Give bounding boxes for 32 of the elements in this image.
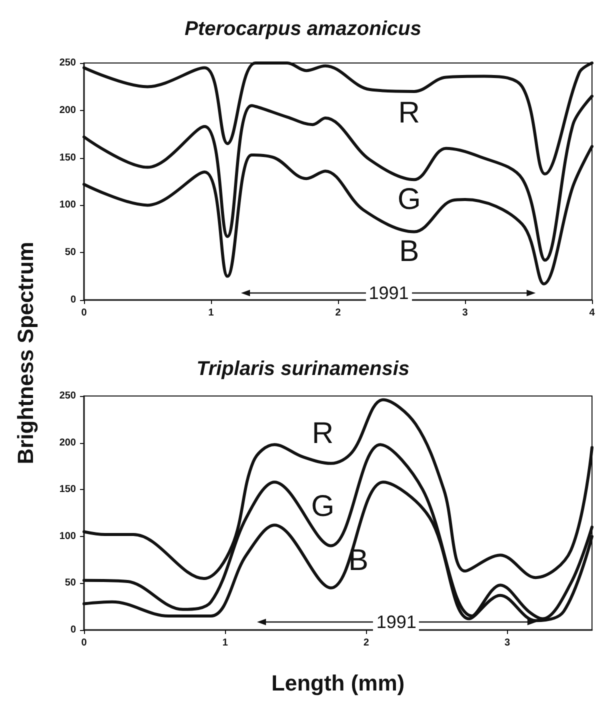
x-tick-label: 0 xyxy=(81,308,88,318)
y-tick-label: 250 xyxy=(59,390,76,402)
x-tick-label: 3 xyxy=(504,638,511,648)
x-tick-label: 1 xyxy=(208,308,214,318)
x-tick-label: 1 xyxy=(222,638,228,648)
annotation: 1991 xyxy=(366,282,412,303)
series-label: B xyxy=(399,235,420,268)
series-label: G xyxy=(311,490,334,524)
x-tick-label: 2 xyxy=(363,638,370,648)
x-tick-label: 0 xyxy=(81,638,88,648)
annotation: 1991 xyxy=(373,612,420,632)
y-tick-label: 100 xyxy=(59,200,76,211)
y-tick-label: 250 xyxy=(59,58,76,68)
series-label: R xyxy=(312,416,334,450)
series-label: G xyxy=(397,182,421,216)
x-tick-label: 4 xyxy=(589,308,596,318)
y-tick-label: 50 xyxy=(64,578,76,589)
y-tick-label: 0 xyxy=(70,294,76,306)
y-tick-label: 0 xyxy=(70,624,76,636)
chart-title: Triplaris surinamensis xyxy=(196,358,410,380)
series-label: R xyxy=(398,96,420,130)
x-tick-label: 2 xyxy=(335,308,342,318)
y-tick-label: 50 xyxy=(64,247,76,258)
y-tick-label: 150 xyxy=(59,152,76,164)
x-axis-title: Length (mm) xyxy=(271,670,405,696)
chart-title: Pterocarpus amazonicus xyxy=(184,18,422,40)
y-tick-label: 150 xyxy=(59,484,76,496)
x-tick-label: 3 xyxy=(462,308,468,318)
y-axis-title: Brightness Spectrum xyxy=(13,242,39,464)
y-tick-label: 100 xyxy=(59,530,76,542)
y-tick-label: 200 xyxy=(59,104,76,116)
y-tick-label: 200 xyxy=(59,437,76,448)
